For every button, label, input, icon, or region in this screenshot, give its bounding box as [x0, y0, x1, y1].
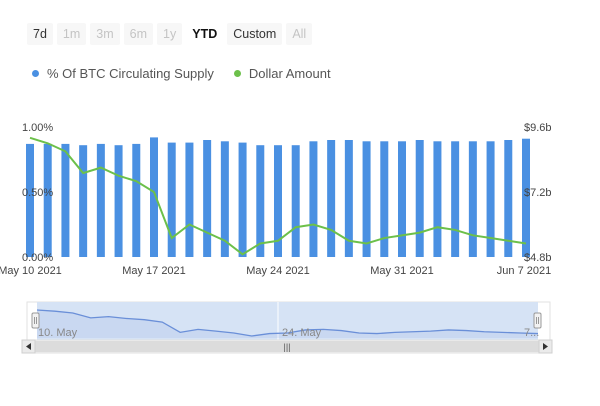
x-tick-label: Jun 7 2021	[497, 265, 551, 277]
range-6m-button[interactable]: 6m	[123, 23, 154, 45]
bar-btc-supply	[203, 140, 212, 257]
x-tick-label: May 31 2021	[370, 265, 434, 277]
bar-btc-supply	[504, 140, 513, 257]
chart-legend: % Of BTC Circulating Supply Dollar Amoun…	[32, 66, 331, 81]
bar-btc-supply	[291, 145, 300, 257]
y-left-tick-label: 1.00%	[22, 122, 53, 134]
bar-btc-supply	[309, 141, 318, 257]
bar-btc-supply	[433, 141, 442, 257]
x-tick-label: May 10 2021	[0, 265, 62, 277]
bar-btc-supply	[398, 141, 406, 257]
navigator-left-handle[interactable]	[31, 312, 40, 329]
range-3m-button[interactable]: 3m	[90, 23, 120, 45]
bar-btc-supply	[256, 145, 265, 257]
y-right-tick-label: $4.8b	[524, 252, 552, 264]
navigator-line	[36, 309, 539, 337]
bar-btc-supply	[522, 138, 530, 257]
navigator-label-7-jun: 7...	[524, 327, 539, 339]
bar-btc-supply	[150, 137, 158, 257]
range-selector: 7d 1m 3m 6m 1y YTD Custom All	[27, 23, 313, 45]
bar-btc-supply	[380, 141, 389, 257]
scroll-left-arrow-icon	[26, 343, 31, 350]
bar-btc-supply	[362, 141, 371, 257]
scroll-right-arrow-icon	[543, 343, 548, 350]
navigator-label-10-may: 10. May	[38, 327, 78, 339]
bar-btc-supply	[185, 142, 194, 257]
y-right-tick-label: $9.6b	[524, 122, 552, 134]
bar-btc-supply	[43, 143, 52, 257]
y-left-tick-label: 0.50%	[22, 187, 53, 199]
bar-btc-supply	[96, 143, 105, 257]
bar-btc-supply	[26, 143, 34, 257]
legend-item-dollar-amount[interactable]: Dollar Amount	[233, 66, 331, 81]
range-custom-button[interactable]: Custom	[227, 23, 283, 45]
x-tick-label: May 24 2021	[246, 265, 310, 277]
legend-label-dollar-amount: Dollar Amount	[248, 66, 331, 81]
scrollbar-grip-icon: |||	[283, 342, 290, 352]
scrollbar-thumb[interactable]	[35, 341, 539, 352]
bar-btc-supply	[79, 145, 88, 257]
bar-btc-supply	[132, 143, 141, 257]
bar-btc-supply	[327, 140, 336, 257]
bar-btc-supply	[238, 142, 247, 257]
bar-btc-supply	[344, 140, 353, 257]
navigator-selection[interactable]	[37, 302, 538, 340]
y-left-tick-label: 0.00%	[22, 252, 53, 264]
bar-btc-supply	[486, 141, 495, 257]
bar-btc-supply	[415, 140, 424, 257]
range-1y-button[interactable]: 1y	[157, 23, 183, 45]
range-all-button[interactable]: All	[286, 23, 313, 45]
bar-btc-supply	[451, 141, 460, 257]
legend-dot-icon	[32, 70, 39, 77]
bar-btc-supply	[167, 142, 176, 257]
y-right-tick-label: $7.2b	[524, 187, 552, 199]
navigator-label-24-may: 24. May	[282, 327, 322, 339]
navigator-area	[37, 310, 538, 338]
legend-label-btc-supply: % Of BTC Circulating Supply	[47, 66, 214, 81]
bar-btc-supply	[468, 141, 477, 257]
range-7d-button[interactable]: 7d	[27, 23, 53, 45]
bar-btc-supply	[114, 145, 123, 257]
x-tick-label: May 17 2021	[122, 265, 186, 277]
bar-btc-supply	[61, 143, 70, 257]
range-ytd-button[interactable]: YTD	[186, 23, 224, 45]
legend-item-btc-supply[interactable]: % Of BTC Circulating Supply	[32, 66, 214, 81]
series-line-dollar-amount	[29, 136, 527, 256]
legend-dot-icon	[233, 70, 241, 77]
range-1m-button[interactable]: 1m	[56, 23, 87, 45]
bar-btc-supply	[220, 141, 229, 257]
navigator-right-handle[interactable]	[533, 312, 542, 329]
bar-btc-supply	[274, 145, 282, 257]
